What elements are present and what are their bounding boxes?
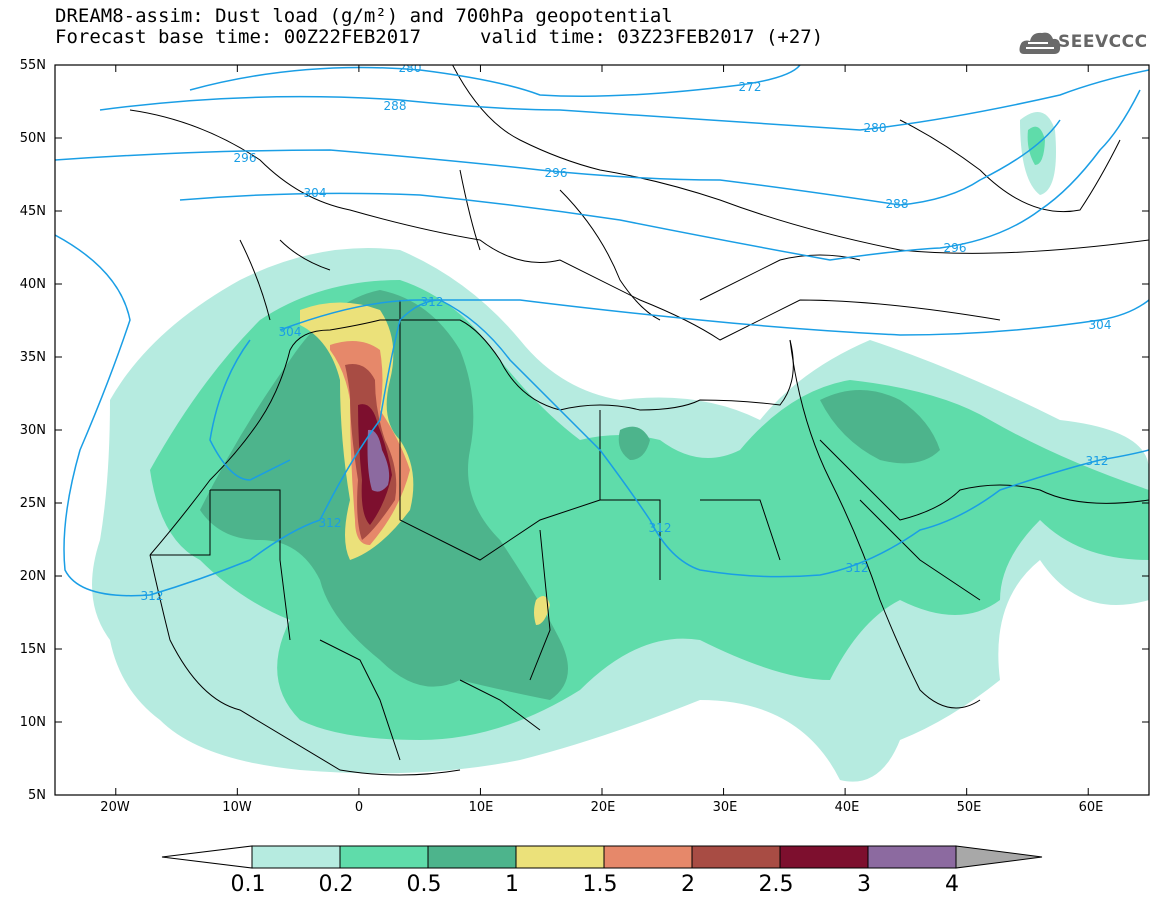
logo-text: SEEVCCC: [1058, 32, 1148, 52]
lat-label: 25N: [19, 496, 46, 511]
lat-label: 30N: [19, 423, 46, 438]
colorbar-label: 0.5: [406, 872, 442, 897]
colorbar: [161, 845, 1043, 869]
contour-label-304: 304: [279, 325, 302, 339]
colorbar-label: 2: [681, 872, 695, 897]
colorbar-min-arrow: [161, 845, 253, 869]
contour-label-312: 312: [319, 516, 342, 530]
colorbar-swatch: [427, 845, 517, 869]
lon-label: 0: [354, 800, 364, 815]
contour-label-304: 304: [1089, 318, 1112, 332]
lat-label: 35N: [19, 350, 46, 365]
lat-label: 5N: [28, 788, 46, 803]
contour-label-288: 288: [886, 197, 909, 211]
lat-label: 10N: [19, 715, 46, 730]
contour-label-280: 280: [864, 121, 887, 135]
lat-label: 55N: [19, 58, 46, 73]
contour-label-280: 280: [399, 61, 422, 75]
colorbar-swatch: [603, 845, 693, 869]
colorbar-label: 4: [945, 872, 959, 897]
colorbar-label: 1: [505, 872, 519, 897]
lat-label: 50N: [19, 131, 46, 146]
lon-label: 50E: [956, 800, 982, 815]
colorbar-swatch: [867, 845, 957, 869]
contour-label-272: 272: [739, 80, 762, 94]
map-title: DREAM8-assim: Dust load (g/m²) and 700hP…: [55, 5, 673, 27]
colorbar-swatch: [691, 845, 781, 869]
contour-label-296: 296: [944, 241, 967, 255]
forecast-base-time: Forecast base time: 00Z22FEB2017: [55, 26, 422, 48]
lon-label: 20E: [590, 800, 616, 815]
colorbar-max-arrow: [955, 845, 1043, 869]
contour-label-304: 304: [304, 186, 327, 200]
geopotential-contours: [55, 65, 1149, 597]
colorbar-swatch: [515, 845, 605, 869]
lon-label: 60E: [1078, 800, 1104, 815]
colorbar-swatch: [779, 845, 869, 869]
lon-label: 10W: [222, 800, 252, 815]
lon-label: 10E: [468, 800, 494, 815]
contour-label-312: 312: [1086, 454, 1109, 468]
contour-labels: 280 272 288 280 296 296 304 288 296 312 …: [141, 61, 1112, 603]
axis-ticks: [55, 64, 1149, 796]
colorbar-label: 0.1: [230, 872, 266, 897]
contour-label-312: 312: [421, 295, 444, 309]
colorbar-label: 1.5: [582, 872, 618, 897]
coastlines: [129, 65, 1149, 776]
valid-time: valid time: 03Z23FEB2017 (+27): [480, 26, 824, 48]
lat-label: 20N: [19, 569, 46, 584]
colorbar-label: 3: [857, 872, 871, 897]
contour-label-296: 296: [234, 151, 257, 165]
colorbar-swatch: [339, 845, 429, 869]
contour-label-312: 312: [141, 589, 164, 603]
lon-label: 40E: [834, 800, 860, 815]
contour-label-296: 296: [545, 166, 568, 180]
contour-label-312: 312: [649, 521, 672, 535]
colorbar-label: 0.2: [318, 872, 354, 897]
cloud-logo-icon: [1019, 32, 1061, 54]
contour-label-288: 288: [384, 99, 407, 113]
colorbar-swatch: [251, 845, 341, 869]
lat-label: 40N: [19, 277, 46, 292]
lat-label: 45N: [19, 204, 46, 219]
lon-label: 20W: [100, 800, 130, 815]
colorbar-label: 2.5: [758, 872, 794, 897]
lon-label: 30E: [712, 800, 738, 815]
lat-label: 15N: [19, 642, 46, 657]
contour-label-312: 312: [846, 561, 869, 575]
